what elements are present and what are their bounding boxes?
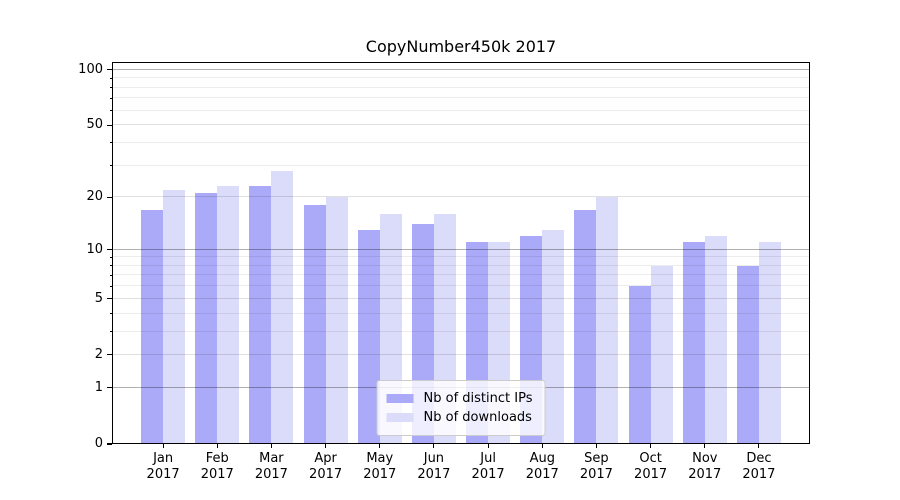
x-tick-mar-2017 <box>270 444 272 448</box>
bar-ips-feb-2017 <box>195 193 218 444</box>
y-tick-minor-4 <box>109 313 112 314</box>
gridline-minor-40 <box>112 141 810 143</box>
x-tick-jan-2017 <box>162 444 164 448</box>
bar-ips-mar-2017 <box>249 186 272 444</box>
x-tick-dec-2017 <box>758 444 760 448</box>
y-tick-label-0: 0 <box>94 436 103 451</box>
gridline-minor-80 <box>112 86 810 88</box>
gridline-minor-3 <box>112 330 810 332</box>
gridline-minor-8 <box>112 264 810 266</box>
y-tick-label-2: 2 <box>94 346 103 362</box>
gridline-100 <box>112 68 810 70</box>
chart-title: CopyNumber450k 2017 <box>365 37 557 56</box>
bar-ips-oct-2017 <box>628 286 651 444</box>
x-tick-may-2017 <box>379 444 381 448</box>
y-tick-minor-30 <box>109 165 112 166</box>
x-tick-label-may-2017: May 2017 <box>363 451 397 482</box>
y-tick-label-5: 5 <box>94 290 103 306</box>
x-tick-aug-2017 <box>541 444 543 448</box>
bar-downloads-sep-2017 <box>596 197 619 444</box>
y-tick-minor-8 <box>109 265 112 267</box>
y-tick-minor-9 <box>109 256 112 258</box>
gridline-10 <box>112 248 810 250</box>
x-tick-label-jul-2017: Jul 2017 <box>471 451 505 482</box>
legend-item-distinct-ips: Nb of distinct IPs <box>386 390 533 407</box>
gridline-5 <box>112 297 810 299</box>
y-tick-minor-90 <box>109 77 112 79</box>
bar-ips-jan-2017 <box>141 209 164 444</box>
legend: Nb of distinct IPs Nb of downloads <box>376 380 546 436</box>
bar-ips-dec-2017 <box>736 265 759 444</box>
gridline-minor-9 <box>112 256 810 258</box>
y-tick-minor-6 <box>109 285 112 287</box>
y-tick-10 <box>107 248 112 251</box>
x-tick-label-aug-2017: Aug 2017 <box>525 451 559 482</box>
y-tick-100 <box>107 69 112 71</box>
y-tick-label-1: 1 <box>94 379 103 395</box>
x-tick-nov-2017 <box>704 444 706 448</box>
bar-downloads-apr-2017 <box>325 197 348 444</box>
bar-downloads-dec-2017 <box>758 242 781 444</box>
bar-ips-nov-2017 <box>682 242 705 444</box>
gridline-50 <box>112 124 810 126</box>
y-tick-20 <box>107 196 112 198</box>
grid-layer <box>112 62 810 444</box>
plot-area: Nb of distinct IPs Nb of downloads <box>112 62 810 444</box>
bar-downloads-oct-2017 <box>650 265 673 444</box>
x-tick-label-nov-2017: Nov 2017 <box>688 451 722 482</box>
gridline-minor-60 <box>112 109 810 111</box>
gridline-minor-4 <box>112 312 810 314</box>
x-tick-label-oct-2017: Oct 2017 <box>634 451 668 482</box>
x-tick-label-sep-2017: Sep 2017 <box>579 451 613 482</box>
y-tick-label-10: 10 <box>86 241 103 257</box>
legend-swatch-downloads <box>386 413 414 422</box>
y-tick-minor-70 <box>109 97 112 99</box>
gridline-2 <box>112 353 810 355</box>
bar-downloads-aug-2017 <box>542 229 565 444</box>
bar-downloads-mar-2017 <box>271 170 294 444</box>
y-tick-minor-7 <box>109 274 112 276</box>
gridline-minor-6 <box>112 285 810 287</box>
y-tick-label-100: 100 <box>78 61 103 77</box>
y-tick-label-20: 20 <box>86 189 103 205</box>
x-tick-label-feb-2017: Feb 2017 <box>200 451 234 482</box>
x-tick-label-mar-2017: Mar 2017 <box>254 451 288 482</box>
x-tick-label-dec-2017: Dec 2017 <box>742 451 776 482</box>
x-tick-jun-2017 <box>433 444 435 448</box>
y-tick-2 <box>107 354 112 356</box>
gridline-minor-7 <box>112 274 810 276</box>
y-tick-0 <box>107 443 112 445</box>
gridline-20 <box>112 196 810 198</box>
x-tick-feb-2017 <box>216 444 218 448</box>
y-tick-minor-3 <box>109 331 112 333</box>
y-tick-50 <box>107 124 112 126</box>
legend-label-downloads: Nb of downloads <box>423 410 532 425</box>
x-tick-label-jan-2017: Jan 2017 <box>146 451 180 482</box>
x-tick-apr-2017 <box>325 444 327 448</box>
gridline-minor-30 <box>112 164 810 166</box>
gridline-minor-70 <box>112 97 810 99</box>
legend-swatch-distinct-ips <box>386 394 414 403</box>
x-tick-label-apr-2017: Apr 2017 <box>309 451 343 482</box>
legend-item-downloads: Nb of downloads <box>386 409 533 426</box>
y-tick-minor-60 <box>109 110 112 112</box>
legend-label-distinct-ips: Nb of distinct IPs <box>423 391 533 406</box>
bar-downloads-feb-2017 <box>217 186 240 444</box>
y-tick-label-50: 50 <box>86 117 103 133</box>
y-tick-minor-80 <box>109 87 112 89</box>
x-tick-oct-2017 <box>650 444 652 448</box>
gridline-minor-90 <box>112 77 810 79</box>
bar-downloads-nov-2017 <box>704 236 727 444</box>
bar-ips-sep-2017 <box>574 209 597 444</box>
x-tick-jul-2017 <box>487 444 489 448</box>
x-tick-sep-2017 <box>595 444 597 448</box>
y-tick-5 <box>107 298 112 300</box>
bar-downloads-jan-2017 <box>163 189 186 444</box>
y-tick-minor-40 <box>109 142 112 144</box>
bar-ips-may-2017 <box>357 229 380 444</box>
y-tick-1 <box>107 387 112 389</box>
x-tick-label-jun-2017: Jun 2017 <box>417 451 451 482</box>
